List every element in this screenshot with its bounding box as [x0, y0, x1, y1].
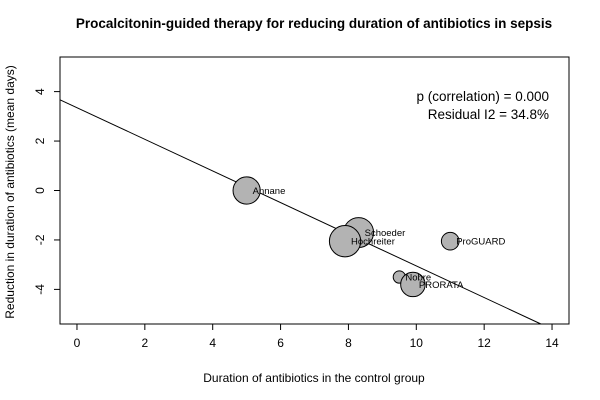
x-tick-label: 12	[477, 336, 491, 350]
chart-title: Procalcitonin-guided therapy for reducin…	[76, 16, 552, 31]
x-tick-label: 10	[410, 336, 424, 350]
data-point	[440, 231, 460, 251]
x-tick-label: 8	[345, 336, 352, 350]
x-tick-label: 4	[209, 336, 216, 350]
data-point	[232, 176, 261, 205]
axis-ticks: 0 2 4 6 8 10 12 14 -4 -2 0 2 4	[33, 88, 559, 350]
data-point-label: ProGUARD	[456, 237, 505, 248]
data-point	[328, 225, 362, 258]
data-point-label: Annane	[253, 186, 286, 197]
y-tick-label: 2	[33, 137, 47, 144]
data-point-label: Nobre	[405, 272, 431, 283]
data-point	[400, 271, 426, 298]
regression-line	[59, 99, 542, 325]
y-axis-label: Reduction in duration of antibiotics (me…	[3, 65, 17, 318]
regression-line-group	[59, 99, 542, 325]
data-point-label: Schoeder	[365, 228, 406, 239]
y-tick-label: -2	[33, 234, 47, 245]
x-tick-label: 6	[277, 336, 284, 350]
data-points	[232, 176, 460, 298]
y-tick-label: -4	[33, 284, 47, 295]
y-tick-label: 4	[33, 88, 47, 95]
x-tick-label: 2	[141, 336, 148, 350]
x-axis-label: Duration of antibiotics in the control g…	[203, 371, 425, 385]
y-tick-label: 0	[33, 187, 47, 194]
annotation-correlation: p (correlation) = 0.000	[417, 89, 549, 104]
data-point-label: PRORATA	[419, 280, 464, 291]
annotation-residual: Residual I2 = 34.8%	[428, 107, 549, 122]
x-tick-label: 14	[545, 336, 559, 350]
data-point-label: Hochreiter	[351, 237, 395, 248]
x-tick-label: 0	[74, 336, 81, 350]
